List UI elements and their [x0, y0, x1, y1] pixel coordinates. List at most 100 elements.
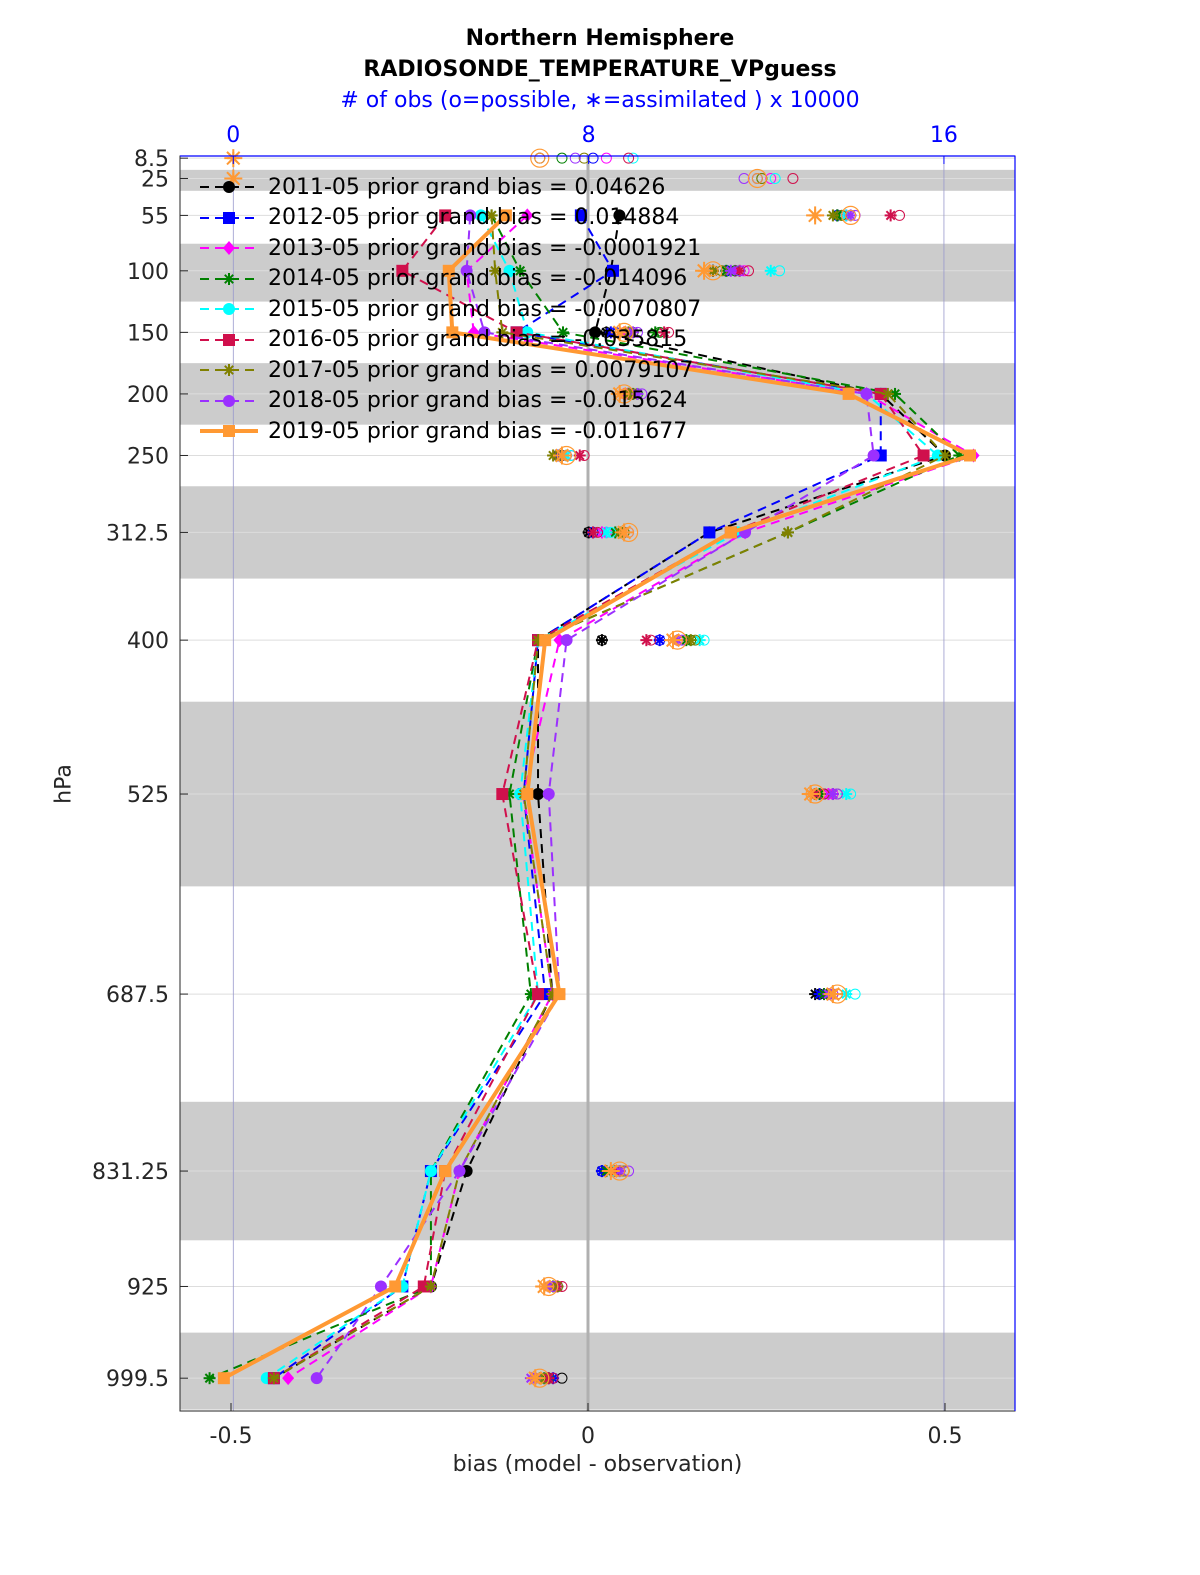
- obs-possible-marker: [787, 172, 799, 184]
- legend: 2011-05 prior grand bias = 0.04626 2012-0…: [194, 172, 701, 447]
- obs-assimilated-marker-2019: [610, 384, 629, 403]
- obs-assimilated-marker: [631, 387, 644, 400]
- legend-swatch-marker: [223, 272, 235, 285]
- series-marker: [282, 1371, 295, 1386]
- obs-assimilated-marker-2019: [823, 985, 842, 1004]
- legend-label: 2019-05 prior grand bias = -0.011677: [268, 418, 688, 444]
- legend-swatch-marker: [223, 364, 235, 377]
- series-marker: [499, 209, 512, 222]
- legend-swatch-marker: [223, 181, 235, 194]
- obs-assimilated-marker: [826, 788, 839, 801]
- y-tick-label: 525: [127, 783, 169, 808]
- legend-swatch-marker: [223, 211, 235, 224]
- y-tick-label: 150: [127, 321, 169, 346]
- obs-possible-marker-2019: [841, 205, 861, 226]
- x-tick-label: -0.5: [210, 1424, 253, 1449]
- obs-assimilated-marker-2019: [664, 631, 683, 650]
- y-tick-label: 312.5: [106, 521, 169, 546]
- series-marker: [889, 387, 902, 400]
- series-line: [273, 215, 947, 1380]
- legend-swatch-marker: [223, 333, 235, 346]
- series-line: [287, 214, 976, 1380]
- obs-possible-marker-2019: [747, 168, 767, 189]
- obs-possible-marker-2019: [530, 148, 550, 168]
- obs-possible-marker: [627, 152, 639, 164]
- legend-entry: 2013-05 prior grand bias = -0.0001921: [194, 233, 701, 264]
- series-marker: [496, 788, 509, 801]
- series-marker: [703, 526, 716, 539]
- obs-assimilated-marker: [764, 264, 777, 277]
- series-marker: [560, 634, 573, 647]
- series-line: [315, 215, 875, 1379]
- legend-swatch: [200, 272, 258, 285]
- obs-assimilated-marker-2019: [806, 206, 825, 225]
- legend-label: 2012-05 prior grand bias = 0.014884: [268, 205, 680, 231]
- legend-swatch: [200, 333, 258, 346]
- series-marker: [867, 449, 880, 462]
- series-marker: [489, 264, 502, 277]
- series-marker: [446, 326, 459, 339]
- series-line: [222, 213, 976, 1380]
- legend-swatch-marker: [223, 303, 235, 316]
- series-marker: [439, 1165, 452, 1178]
- series-marker: [532, 988, 545, 1001]
- series-marker: [781, 526, 794, 539]
- y-tick-label: 55: [141, 204, 169, 229]
- top-tick-label: 8: [582, 123, 596, 148]
- series-marker: [553, 988, 566, 1001]
- shaded-band: [180, 169, 1015, 191]
- obs-possible-marker: [578, 152, 590, 164]
- y-tick-label: 200: [127, 383, 169, 408]
- obs-possible-marker: [587, 152, 599, 164]
- y-tick-label: 400: [127, 629, 169, 654]
- legend-swatch: [200, 211, 258, 224]
- obs-assimilated-marker-2019: [615, 523, 634, 542]
- obs-possible-marker: [556, 152, 568, 164]
- y-axis-label: hPa: [51, 764, 77, 804]
- y-tick-label: 25: [141, 167, 169, 192]
- obs-assimilated-marker-2019: [801, 785, 820, 804]
- obs-possible-marker: [769, 172, 781, 184]
- x-axis-label: bias (model - observation): [452, 1452, 743, 1477]
- legend-entry: 2018-05 prior grand bias = -0.015624: [194, 386, 701, 417]
- obs-assimilated-marker: [573, 449, 586, 462]
- series-marker: [842, 387, 855, 400]
- legend-entry: 2017-05 prior grand bias = 0.0079107: [194, 355, 701, 386]
- series-marker: [963, 449, 976, 462]
- obs-assimilated-marker-2019: [695, 261, 714, 280]
- series-marker: [539, 634, 552, 647]
- shaded-band: [180, 1332, 1015, 1410]
- obs-possible-marker: [534, 152, 546, 164]
- legend-swatch-marker: [223, 394, 235, 407]
- legend-swatch: [200, 364, 258, 377]
- legend-swatch: [200, 303, 258, 316]
- obs-possible-marker: [765, 172, 777, 184]
- series-marker: [442, 264, 455, 277]
- obs-possible-marker: [751, 172, 763, 184]
- legend-swatch-marker: [223, 425, 235, 438]
- legend-swatch: [200, 181, 258, 194]
- top-tick-label: 0: [226, 123, 240, 148]
- series-marker: [521, 788, 534, 801]
- series-marker: [574, 209, 587, 222]
- obs-assimilated-marker: [884, 209, 897, 222]
- series-marker: [939, 449, 951, 462]
- obs-possible-marker: [738, 172, 750, 184]
- y-tick-label: 687.5: [106, 983, 169, 1008]
- series-line: [273, 215, 947, 1380]
- obs-assimilated-marker-2019: [526, 1369, 545, 1388]
- legend-label: 2018-05 prior grand bias = -0.015624: [268, 388, 688, 414]
- legend-entry: 2012-05 prior grand bias = 0.014884: [194, 203, 701, 234]
- series-marker: [510, 326, 523, 339]
- y-tick-label: 8.5: [134, 147, 169, 172]
- series-marker: [267, 1372, 280, 1385]
- obs-assimilated-marker: [595, 634, 608, 647]
- series-marker: [464, 209, 477, 222]
- y-tick-label: 925: [127, 1275, 169, 1300]
- series-marker: [724, 526, 737, 539]
- obs-assimilated-marker: [724, 264, 737, 277]
- series-marker: [613, 209, 626, 222]
- legend-swatch: [200, 241, 258, 256]
- series-marker: [503, 264, 516, 277]
